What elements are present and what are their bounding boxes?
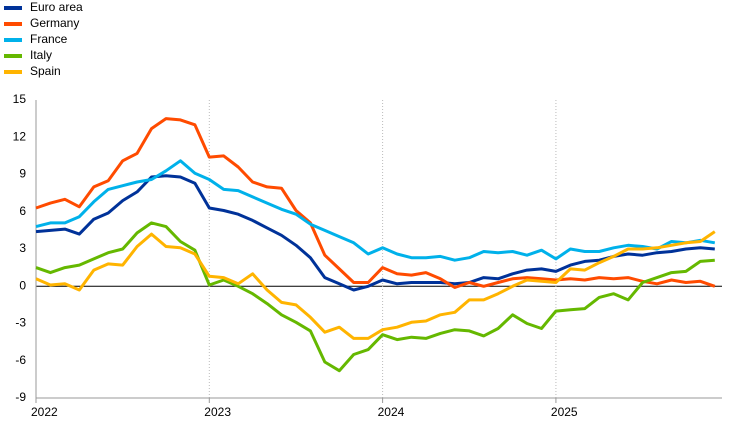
y-tick-label: -3 [15,316,26,330]
y-tick-label: 6 [19,204,26,218]
legend-label: Italy [30,48,52,62]
x-tick-label: 2022 [31,405,58,419]
series-line [35,117,716,289]
x-tick-label: 2023 [204,405,231,419]
y-tick-label: -6 [15,353,26,367]
series-line [35,230,716,340]
x-tick-label: 2024 [378,405,405,419]
y-tick-label: -9 [15,390,26,404]
y-tick-label: 15 [13,92,27,106]
legend-label: Germany [30,16,79,30]
series-line [35,159,716,262]
y-tick-label: 0 [19,278,26,292]
x-tick-label: 2025 [551,405,578,419]
legend-label: France [30,32,68,46]
legend-label: Euro area [30,0,83,14]
y-tick-label: 3 [19,241,26,255]
y-tick-label: 12 [13,129,27,143]
y-tick-label: 9 [19,167,26,181]
legend-label: Spain [30,64,61,78]
series-line [35,221,715,373]
